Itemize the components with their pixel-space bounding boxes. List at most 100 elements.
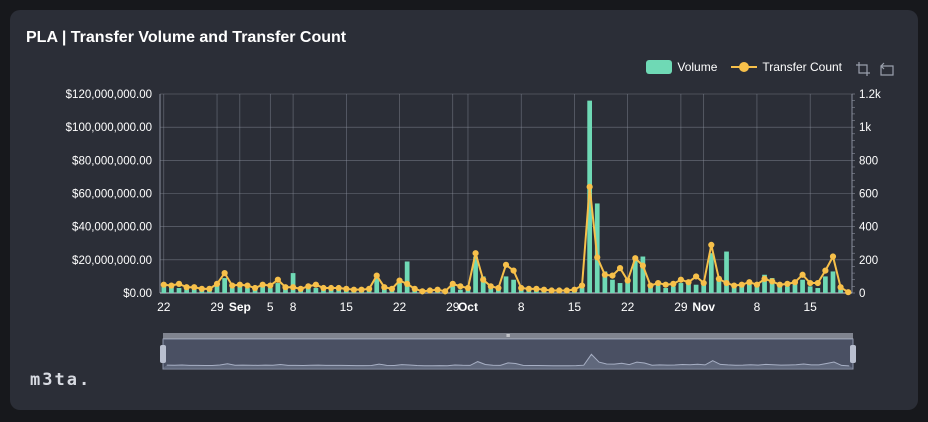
point-transfer-count <box>533 285 540 292</box>
bar-volume <box>785 286 790 293</box>
line-transfer-count <box>163 185 849 294</box>
point-transfer-count <box>746 279 753 286</box>
point-transfer-count <box>556 287 563 294</box>
point-transfer-count <box>540 286 548 293</box>
point-transfer-count <box>191 284 198 291</box>
point-transfer-count <box>639 262 646 269</box>
point-transfer-count <box>723 279 730 287</box>
point-transfer-count <box>457 283 464 290</box>
zoom-reset-icon[interactable] <box>880 62 894 76</box>
x-tick-label: 8 <box>518 300 525 314</box>
legend-item-volume[interactable]: Volume <box>646 60 717 74</box>
point-transfer-count <box>700 279 707 287</box>
bar-volume <box>458 289 463 293</box>
bar-volume <box>625 278 631 293</box>
point-transfer-count <box>320 284 327 292</box>
bar-volume <box>184 288 189 293</box>
bar-volume <box>807 286 813 293</box>
point-transfer-count <box>784 280 791 287</box>
bar-volume <box>450 286 456 293</box>
x-tick-label: 15 <box>568 300 582 314</box>
bar-volume <box>260 286 266 293</box>
point-transfer-count <box>769 278 776 285</box>
point-transfer-count <box>708 241 715 249</box>
datazoom-left-handle[interactable] <box>160 345 166 363</box>
point-transfer-count <box>289 284 297 291</box>
point-transfer-count <box>578 282 586 289</box>
y-left-tick-label: $80,000,000.00 <box>72 155 152 167</box>
point-transfer-count <box>236 281 243 288</box>
point-transfer-count <box>388 285 396 292</box>
y-right-tick-label: 1.2k <box>859 89 881 101</box>
bar-volume <box>632 258 638 293</box>
point-transfer-count <box>206 285 213 292</box>
point-transfer-count <box>381 284 388 291</box>
point-transfer-count <box>327 284 335 292</box>
point-transfer-count <box>776 281 783 288</box>
bar-volume <box>480 276 486 293</box>
point-transfer-count <box>259 281 266 288</box>
bar-volume <box>708 253 714 293</box>
legend-item-transfer-count[interactable]: Transfer Count <box>731 60 842 74</box>
point-transfer-count <box>662 281 669 288</box>
bar-volume <box>640 256 646 293</box>
point-transfer-count <box>221 270 228 277</box>
point-transfer-count <box>198 285 205 292</box>
point-transfer-count <box>814 279 821 287</box>
point-transfer-count <box>434 286 441 293</box>
datazoom-preview-line <box>166 353 850 367</box>
x-tick-label: 8 <box>754 300 761 314</box>
bar-volume <box>214 284 220 293</box>
point-transfer-count <box>229 282 236 289</box>
point-transfer-count <box>358 286 365 293</box>
datazoom-right-handle[interactable] <box>850 345 856 363</box>
point-transfer-count <box>449 280 456 287</box>
bar-volume <box>602 271 608 293</box>
point-transfer-count <box>753 281 761 288</box>
point-transfer-count <box>822 267 829 274</box>
bar-volume <box>336 289 342 293</box>
point-transfer-count <box>175 280 183 287</box>
point-transfer-count <box>426 287 434 294</box>
point-transfer-count <box>373 272 380 279</box>
point-transfer-count <box>518 284 525 292</box>
point-transfer-count <box>761 275 768 283</box>
y-left-tick-label: $20,000,000.00 <box>72 255 152 267</box>
bar-volume <box>777 284 783 293</box>
bar-volume <box>290 273 296 293</box>
point-transfer-count <box>548 287 555 294</box>
point-transfer-count <box>624 277 631 284</box>
datazoom-preview-area <box>163 354 853 368</box>
legend-swatch-volume <box>646 60 673 74</box>
bar-volume <box>252 289 258 293</box>
point-transfer-count <box>799 271 806 278</box>
bar-volume <box>579 288 585 293</box>
x-tick-label: 29 <box>674 300 688 314</box>
bar-volume <box>701 283 707 293</box>
bar-volume <box>229 288 235 293</box>
x-tick-label: Oct <box>458 300 478 314</box>
point-transfer-count <box>335 284 342 292</box>
bar-volume <box>655 284 661 293</box>
point-transfer-count <box>731 282 738 289</box>
point-transfer-count <box>442 288 449 295</box>
point-transfer-count <box>715 275 723 283</box>
point-transfer-count <box>472 250 479 257</box>
x-tick-label: Sep <box>229 300 251 314</box>
y-left-tick-label: $0.00 <box>123 288 152 300</box>
bar-volume <box>374 278 380 293</box>
bar-volume <box>617 283 623 293</box>
bar-volume <box>511 279 516 293</box>
bar-volume <box>275 283 281 293</box>
point-transfer-count <box>168 282 175 289</box>
bar-volume <box>267 288 273 293</box>
datazoom-grip-icon: ≡ <box>506 333 510 340</box>
point-transfer-count <box>502 261 510 268</box>
point-transfer-count <box>647 282 654 289</box>
chart-title: PLA | Transfer Volume and Transfer Count <box>26 29 347 46</box>
bar-volume <box>503 276 509 293</box>
data-zoom-icon[interactable] <box>856 62 870 76</box>
bar-volume <box>313 288 319 293</box>
bar-volume <box>610 279 615 293</box>
